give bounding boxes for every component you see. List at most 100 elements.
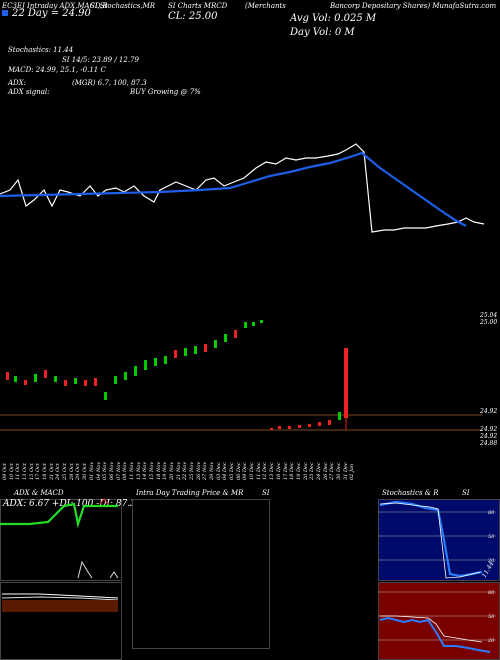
date-tick-label: 14 Nov [142,461,149,480]
candle [44,370,47,378]
price-axis-low-b: 24.92 [480,426,498,433]
candle [328,420,331,425]
adx-panel-title: ADX & MACD [14,489,64,497]
candle [252,322,255,326]
si-readout: SI 14/5: 23.89 / 12.79 [62,56,139,64]
adx-signal-value: BUY Growing @ 7% [130,88,201,96]
date-tick-label: 19 Nov [162,461,169,480]
adx-values: (MGR) 6.7, 100, 87.3 [72,79,147,87]
close-label: CL: 25.00 [168,11,218,22]
candle [24,380,27,385]
date-tick-label: 13 Oct [22,463,29,480]
date-tick-label: 03 Dec [215,462,222,480]
intraday-panel-title: Intra Day Trading Price & MR [136,489,244,497]
header-tab-charts[interactable]: SI Charts MRCD [168,2,228,10]
date-tick-label: 13 Nov [135,461,142,480]
date-tick-label: 30 Oct [82,463,89,480]
date-tick-label: 26 Dec [322,462,329,480]
candle [260,320,263,323]
candle [184,348,187,356]
adx-signal-label: ADX signal: [8,88,50,96]
header-tab-si[interactable]: SI,Stochastics,MR [90,2,156,10]
date-tick-label: 12 Dec [262,462,269,480]
price-axis-top-b: 25.00 [480,319,498,326]
macd-readout: MACD: 24.99, 25.1, -0.11 C [8,66,106,74]
price-axis-low-c: 24.92 [480,433,498,440]
header-ticker-line: EC3EJ Intraday ADX,MACD,B [2,2,108,10]
date-tick-label: 08 Nov [122,461,129,480]
date-tick-label: 06 Nov [108,461,115,480]
date-tick-label: 23 Dec [309,462,316,480]
candle [174,350,177,358]
candle [318,422,321,426]
candle [34,374,37,382]
candle [164,356,167,364]
date-tick-label: 10 Oct [8,463,15,480]
avg-volume: Avg Vol: 0.025 M [290,13,377,24]
date-label: 22 Day = 24.90 [12,8,91,19]
intraday-si-title: SI [262,489,270,497]
date-tick-label: 20 Nov [168,461,175,480]
date-tick-label: 20 Dec [302,462,309,480]
candle [194,346,197,354]
adx-label: ADX: [8,79,27,87]
candle [124,372,127,380]
rsi-level-20: 20 [488,638,495,644]
date-tick-label: 21 Nov [175,461,182,480]
date-tick-label: 09 Oct [2,463,8,480]
candle [6,372,9,380]
candle [14,376,17,382]
moving-average-line [0,151,467,227]
rsi-panel [378,582,500,660]
price-axis-top-a: 25.04 [480,312,498,319]
date-tick-label: 05 Nov [102,461,109,480]
date-tick-label: 09 Dec [242,462,249,480]
candle [288,426,291,429]
date-tick-label: 27 Nov [202,461,209,480]
date-tick-label: 04 Dec [222,462,229,480]
date-tick-label: 18 Dec [289,462,296,480]
candle [64,380,67,386]
stoch-level-20: 20 [488,558,495,564]
date-tick-label: 15 Oct [28,463,35,480]
macd-panel [0,582,122,660]
date-tick-label: 15 Nov [148,461,155,480]
date-axis: 09 Oct 10 Oct 11 Oct 13 Oct 15 Oct 17 Oct 18 O… [0,440,360,486]
adx-panel-readout: ADX: 6.67 +DI: 100 -DI: 87.3 [3,499,136,509]
date-tick-label: 11 Oct [15,463,22,480]
date-tick-label: 28 Oct [68,463,75,480]
date-tick-label: 10 Dec [249,462,256,480]
date-tick-label: 21 Oct [48,463,55,480]
date-tick-label: 24 Dec [315,462,322,480]
candle [224,334,227,342]
date-tick-label: 16 Dec [275,462,282,480]
date-tick-label: 27 Dec [329,462,336,480]
date-tick-label: 19 Dec [295,462,302,480]
date-tick-label: 31 Dec [342,462,349,480]
rsi-level-80: 80 [488,590,495,596]
date-tick-label: 02 Jan [349,463,356,480]
date-tick-label: 17 Oct [35,463,42,480]
stoch-level-80: 80 [488,510,495,516]
date-tick-label: 22 Nov [182,461,189,480]
stoch-panel-title: Stochastics & R [382,489,439,497]
candle [94,378,97,386]
candle [114,376,117,384]
date-tick-label: 01 Nov [88,461,95,480]
candle [278,426,281,429]
stoch-level-50: 50 [488,534,495,540]
date-tick-label: 11 Nov [128,461,135,480]
header-company: (Merchants [245,2,286,10]
candle [308,424,311,427]
day-volume: Day Vol: 0 M [290,27,355,38]
candle [298,425,301,428]
date-tick-label: 25 Nov [189,461,196,480]
date-tick-label: 07 Nov [115,461,122,480]
date-tick-label: 30 Dec [335,462,342,480]
date-tick-label: 13 Dec [269,462,276,480]
date-tick-label: 06 Dec [235,462,242,480]
date-tick-label: 04 Nov [95,461,102,480]
candles-group [6,320,348,430]
stochastics-readout: Stochastics: 11.44 [8,46,74,54]
rsi-level-50: 50 [488,614,495,620]
